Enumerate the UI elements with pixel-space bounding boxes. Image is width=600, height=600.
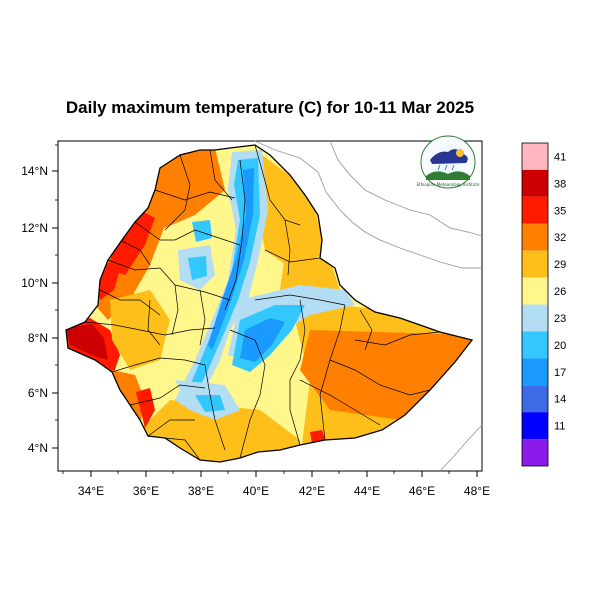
lon-tick-36: 36°E [133, 471, 159, 498]
lon-label: 36°E [133, 484, 159, 498]
lon-tick-48: 48°E [464, 471, 490, 498]
colorbar-label: 38 [554, 178, 566, 190]
latitude-axis: 4°N 6°N 8°N 10°N 12°N 14°N [21, 144, 58, 455]
lon-label: 46°E [409, 484, 435, 498]
lon-label: 42°E [299, 484, 325, 498]
colorbar-swatch [522, 304, 548, 332]
lon-label: 44°E [354, 484, 380, 498]
lat-tick-6: 6°N [28, 386, 58, 400]
lon-tick-44: 44°E [354, 471, 380, 498]
meteorology-logo: Ethiopian Meteorology Institute [417, 135, 480, 189]
lat-tick-14: 14°N [21, 164, 58, 178]
lat-tick-4: 4°N [28, 441, 58, 455]
lon-tick-34: 34°E [78, 471, 104, 498]
colorbar-label: 26 [554, 286, 566, 298]
colorbar-label: 29 [554, 259, 566, 271]
sun-icon [456, 149, 464, 157]
colorbar-swatch [522, 277, 548, 305]
lat-tick-10: 10°N [21, 276, 58, 290]
lat-tick-8: 8°N [28, 331, 58, 345]
logo-caption: Ethiopian Meteorology Institute [417, 182, 480, 187]
colorbar-label: 17 [554, 367, 566, 379]
lat-label: 6°N [28, 386, 48, 400]
colorbar-label: 11 [554, 421, 565, 433]
colorbar-label: 14 [554, 394, 566, 406]
colorbar-label: 32 [554, 232, 566, 244]
colorbar-swatch [522, 412, 548, 440]
colorbar-swatch [522, 143, 548, 170]
hills-icon [426, 171, 470, 180]
lon-tick-40: 40°E [243, 471, 269, 498]
lat-label: 4°N [28, 441, 48, 455]
lon-label: 48°E [464, 484, 490, 498]
colorbar-label: 23 [554, 313, 566, 325]
map-title: Daily maximum temperature (C) for 10-11 … [66, 98, 474, 117]
colorbar-label: 35 [554, 205, 566, 217]
colorbar-swatch [522, 358, 548, 386]
colorbar-label: 20 [554, 340, 566, 352]
colorbar-swatch [522, 250, 548, 278]
lon-label: 38°E [188, 484, 214, 498]
lon-tick-38: 38°E [188, 471, 214, 498]
colorbar-swatch [522, 196, 548, 224]
lat-label: 14°N [21, 164, 48, 178]
longitude-axis: 34°E 36°E 38°E 40°E 42°E 44°E 46°E 48°E [62, 471, 490, 498]
colorbar-label: 41 [554, 151, 566, 163]
colorbar-swatch [522, 331, 548, 359]
colorbar-swatch [522, 169, 548, 197]
lat-tick-12: 12°N [21, 221, 58, 235]
lon-label: 40°E [243, 484, 269, 498]
lon-tick-42: 42°E [299, 471, 325, 498]
colorbar-swatch [522, 223, 548, 251]
zone-boundaries [84, 145, 441, 461]
lat-label: 10°N [21, 276, 48, 290]
colorbar-frame [521, 142, 549, 467]
colorbar-swatch [522, 385, 548, 413]
neighbor-coastlines [254, 140, 483, 472]
colorbar-swatch [522, 439, 548, 466]
lon-tick-46: 46°E [409, 471, 435, 498]
lat-label: 12°N [21, 221, 48, 235]
colorbar: 41 38 35 32 29 26 23 20 17 14 11 [521, 142, 566, 467]
lon-label: 34°E [78, 484, 104, 498]
lat-label: 8°N [28, 331, 48, 345]
